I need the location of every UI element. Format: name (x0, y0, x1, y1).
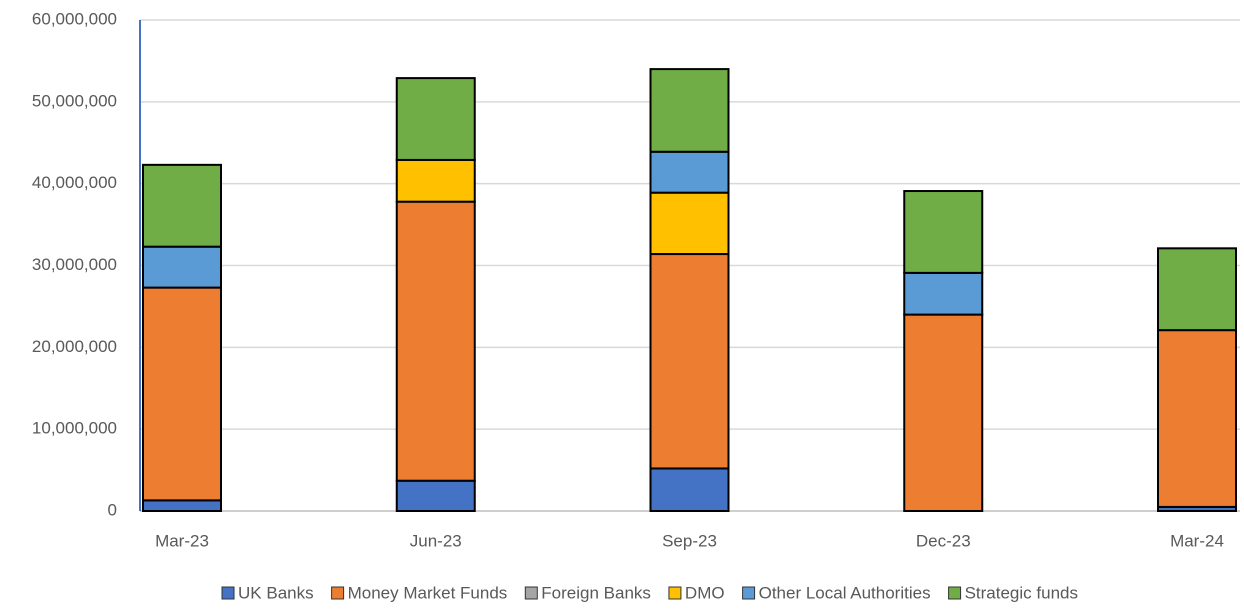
y-tick-label: 60,000,000 (32, 9, 117, 28)
y-tick-label: 50,000,000 (32, 91, 117, 110)
legend-label: Strategic funds (965, 583, 1078, 602)
y-tick-label: 30,000,000 (32, 255, 117, 274)
bar-segment (649, 68, 730, 153)
legend-label: Foreign Banks (541, 583, 651, 602)
bar-segment (395, 77, 476, 161)
y-tick-label: 40,000,000 (32, 173, 117, 192)
bar-segment (1157, 329, 1237, 508)
x-tick-label: Jun-23 (410, 531, 462, 550)
bar-segment (142, 286, 222, 502)
bar-segment (903, 271, 984, 316)
x-tick-label: Mar-23 (155, 531, 209, 550)
y-tick-label: 10,000,000 (32, 419, 117, 438)
legend-swatch (742, 586, 756, 600)
x-tick-label: Dec-23 (916, 531, 971, 550)
bar-segment (903, 190, 984, 274)
bar-segment (649, 253, 730, 470)
bar-segment (649, 191, 730, 256)
bar-segment (903, 313, 984, 512)
y-tick-label: 20,000,000 (32, 337, 117, 356)
legend-label: Money Market Funds (348, 583, 508, 602)
legend-swatch (948, 586, 962, 600)
x-tick-label: Sep-23 (662, 531, 717, 550)
bar-segment (395, 479, 476, 513)
bar-segment (649, 150, 730, 194)
bar-segment (142, 499, 222, 512)
bar-segment (395, 158, 476, 203)
legend-swatch (221, 586, 235, 600)
bar-segment (142, 245, 222, 289)
legend-label: DMO (685, 583, 725, 602)
x-tick-label: Mar-24 (1170, 531, 1224, 550)
legend-label: Other Local Authorities (759, 583, 931, 602)
legend-label: UK Banks (238, 583, 314, 602)
legend-swatch (668, 586, 682, 600)
bar-segment (649, 467, 730, 512)
y-tick-label: 0 (108, 500, 117, 519)
bar-segment (142, 163, 222, 248)
bar-segment (395, 200, 476, 482)
legend-swatch (331, 586, 345, 600)
bar-segment (1157, 247, 1237, 332)
legend-swatch (524, 586, 538, 600)
